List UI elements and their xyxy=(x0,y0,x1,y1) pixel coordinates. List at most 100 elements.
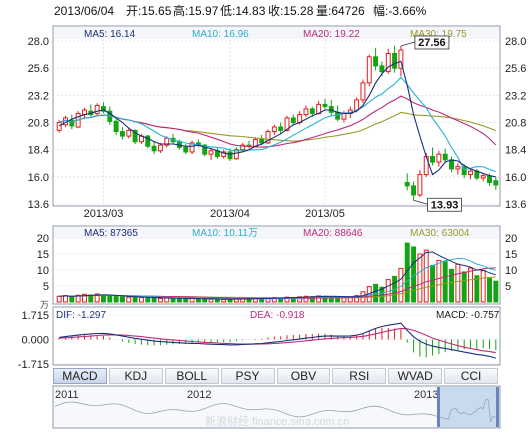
volume-bar-up xyxy=(126,296,132,303)
tab-kdj[interactable]: KDJ xyxy=(108,368,163,384)
annotation-label: 13.93 xyxy=(431,199,459,211)
price-ytick-right: 25.6 xyxy=(505,63,526,75)
macd-ytick-left: 0.000 xyxy=(21,335,49,347)
header-close: 收:15.28 xyxy=(268,4,314,18)
macd-legend-macd: MACD: -0.757 xyxy=(436,310,500,321)
candle-up xyxy=(284,117,290,131)
candle-down xyxy=(145,135,151,147)
navigator-year-2013: 2013 xyxy=(414,389,438,401)
candle-down xyxy=(183,146,189,153)
price-legend-bar xyxy=(54,27,499,39)
candle-up xyxy=(436,153,442,163)
header-open: 开:15.65 xyxy=(126,4,172,18)
candle-up xyxy=(233,149,239,160)
volume-bar-down xyxy=(487,277,492,303)
indicator-tabs: MACD KDJ BOLL PSY OBV RSI WVAD CCI xyxy=(53,368,500,384)
tab-boll[interactable]: BOLL xyxy=(164,368,219,384)
candle-down xyxy=(392,52,398,69)
price-candles xyxy=(56,45,499,201)
volume-bar-up xyxy=(138,297,144,303)
volume-bar-up xyxy=(316,295,322,303)
candle-up xyxy=(157,144,163,152)
tab-cci[interactable]: CCI xyxy=(444,368,498,384)
navigator-handle-left xyxy=(437,387,440,427)
volume-bar-up xyxy=(423,249,429,303)
candle-up xyxy=(366,56,372,84)
candle-up xyxy=(303,108,309,116)
price-xtick-label: 2013/05 xyxy=(305,208,345,220)
tab-macd[interactable]: MACD xyxy=(53,368,107,384)
volume-bar-up xyxy=(75,294,81,303)
macd-ytick-left: 1.715 xyxy=(21,310,49,322)
tab-wvad[interactable]: WVAD xyxy=(388,368,443,384)
candle-up xyxy=(94,105,100,114)
volume-bar-down xyxy=(214,298,220,303)
volume-bar-down xyxy=(461,271,467,303)
volume-bar-up xyxy=(56,295,62,303)
price-ytick-left: 16.0 xyxy=(28,172,49,184)
volume-ytick-left: 15 xyxy=(37,249,49,261)
price-xtick-label: 2013/04 xyxy=(210,208,250,220)
volume-ma5-line xyxy=(59,251,496,300)
price-ytick-left: 18.4 xyxy=(28,145,49,157)
volume-ytick-right: 15 xyxy=(505,249,517,261)
candle-up xyxy=(417,174,423,196)
volume-bars: 20 20 15 15 10 10 5 5 xyxy=(37,233,517,303)
volume-bar-up xyxy=(354,295,360,303)
macd-dif-line xyxy=(59,322,496,359)
volume-ytick-left: 5 xyxy=(43,281,49,293)
macd-ytick-left: -1.715 xyxy=(18,359,49,371)
volume-bar-up xyxy=(94,293,100,303)
volume-ytick-left: 20 xyxy=(37,233,49,245)
candle-down xyxy=(278,126,284,131)
tab-obv[interactable]: OBV xyxy=(276,368,331,384)
macd-dea-line xyxy=(59,327,496,354)
candle-up xyxy=(385,52,391,73)
volume-bar-down xyxy=(411,246,417,303)
candle-down xyxy=(101,106,106,112)
volume-bar-up xyxy=(480,270,486,303)
candle-down xyxy=(322,103,328,108)
volume-bar-down xyxy=(151,297,157,303)
tab-rsi[interactable]: RSI xyxy=(332,368,387,384)
candle-up xyxy=(56,122,62,131)
navigator-year-2012: 2012 xyxy=(187,389,211,401)
price-ma10-line xyxy=(59,76,496,173)
price-ytick-left: 20.8 xyxy=(28,118,49,130)
macd-legend-dif: DIF: -1.297 xyxy=(56,310,106,321)
candle-down xyxy=(113,120,119,133)
price-ytick-right: 18.4 xyxy=(505,145,526,157)
tab-psy[interactable]: PSY xyxy=(220,368,275,384)
candle-down xyxy=(430,155,436,163)
price-axis: 28.0 28.0 25.6 25.6 23.2 23.2 20.8 20.8 18.4 18.4… xyxy=(28,35,526,220)
price-legend-ma5: MA5: 16.14 xyxy=(84,29,136,40)
candle-up xyxy=(271,126,277,133)
candle-down xyxy=(259,138,265,144)
candle-down xyxy=(379,65,385,73)
annotation-leader xyxy=(400,41,416,47)
candle-down xyxy=(449,159,454,170)
volume-bar-up xyxy=(468,267,473,303)
volume-bar-down xyxy=(474,275,480,303)
volume-bar-down xyxy=(449,268,454,303)
volume-unit-label: 万 xyxy=(40,300,49,310)
volume-legend-ma20: MA20: 88646 xyxy=(303,228,363,239)
volume-legend-ma5: MA5: 87365 xyxy=(84,228,138,239)
candle-up xyxy=(341,112,347,120)
price-ytick-right: 20.8 xyxy=(505,118,526,130)
candle-up xyxy=(240,144,246,151)
candle-down xyxy=(132,129,138,143)
candle-down xyxy=(202,144,208,155)
volume-bar-down xyxy=(202,298,208,303)
volume-bar-up xyxy=(284,296,290,303)
price-ytick-left: 13.6 xyxy=(28,199,49,211)
navigator-handle-right xyxy=(496,387,499,427)
volume-bar-up xyxy=(436,259,442,303)
volume-bar-down xyxy=(404,242,410,303)
navigator-selection[interactable] xyxy=(437,387,499,427)
macd-legend-dea: DEA: -0.918 xyxy=(250,310,305,321)
volume-bar-down xyxy=(69,296,75,303)
volume-bar-down xyxy=(145,297,151,303)
